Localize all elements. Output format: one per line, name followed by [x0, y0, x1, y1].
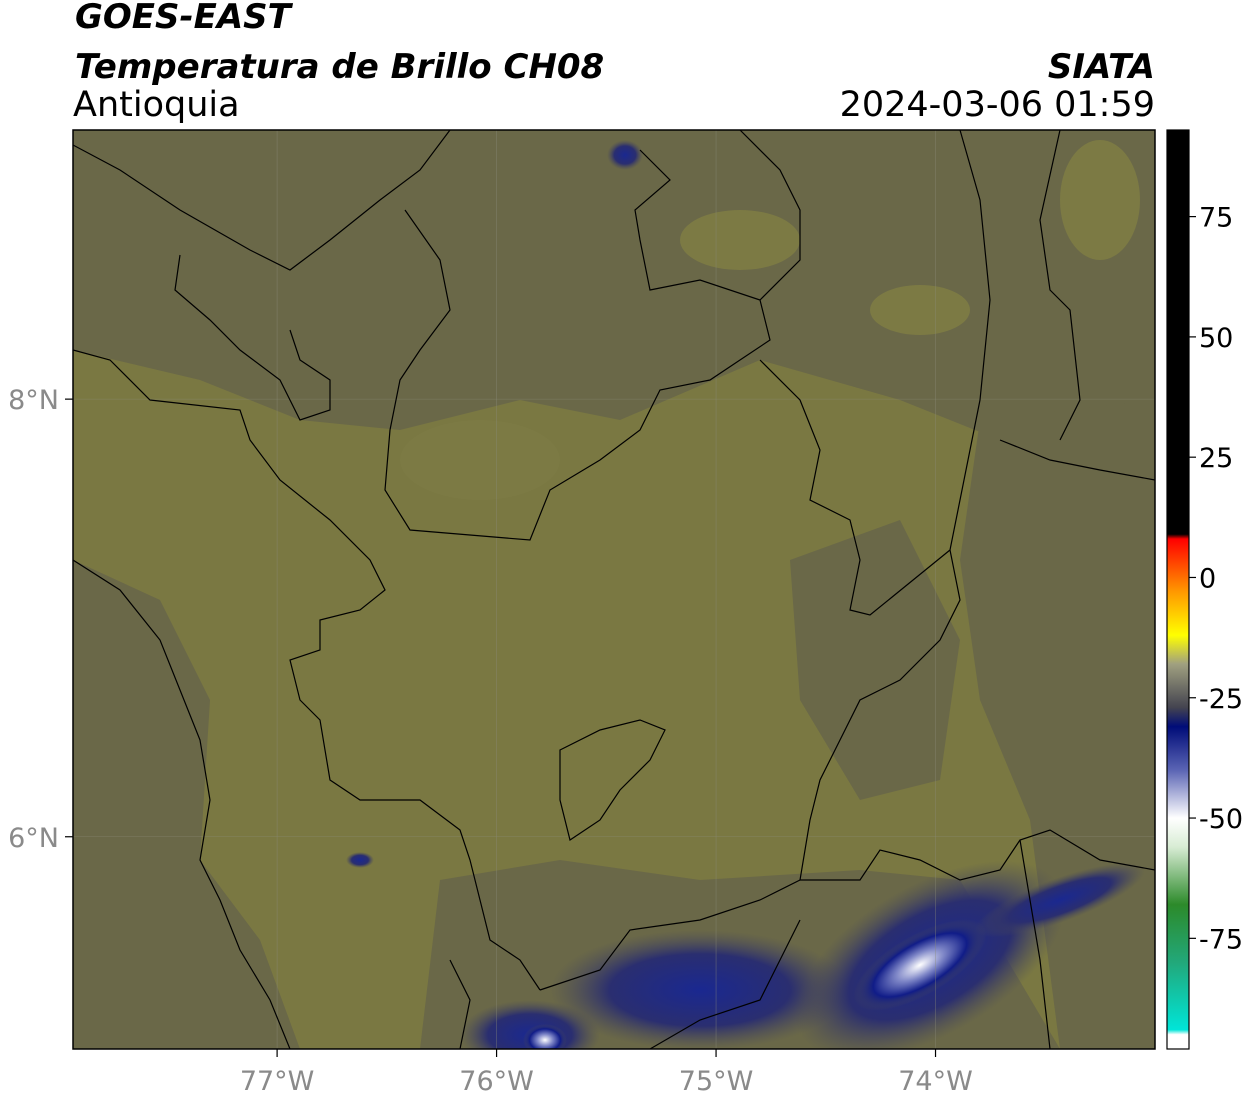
x-tick-label: 75°W	[679, 1066, 754, 1097]
title: GOES-EAST	[75, 0, 294, 37]
cool-patches	[400, 140, 1140, 500]
colorbar-tick-label: 25	[1199, 443, 1233, 474]
subtitle: Temperatura de Brillo CH08	[75, 47, 604, 87]
x-tick-label: 77°W	[240, 1066, 315, 1097]
cold-clouds	[346, 140, 1145, 1049]
x-tick-label: 74°W	[898, 1066, 973, 1097]
timestamp: 2024-03-06 01:59	[840, 85, 1155, 125]
colorbar-body	[1166, 129, 1190, 1050]
y-tick-label: 6°N	[8, 823, 59, 854]
colorbar-tick-label: -50	[1199, 804, 1243, 835]
grid	[73, 130, 1155, 1049]
source: SIATA	[1048, 47, 1155, 87]
colorbar-tick-label: 50	[1199, 323, 1233, 354]
colorbar-tick-label: 75	[1199, 203, 1233, 234]
x-tick-label: 76°W	[459, 1066, 534, 1097]
borders	[73, 130, 1155, 1049]
colorbar-tick-label: -25	[1199, 684, 1243, 715]
colorbar-tick-label: -75	[1199, 924, 1243, 955]
colorbar-tick-label: 0	[1199, 563, 1216, 594]
region: Antioquia	[73, 85, 240, 125]
colorbar: -75 -50 -25 0 25 50 75	[1166, 129, 1243, 1050]
axes: 77°W 76°W 75°W 74°W 6°N 8°N	[8, 385, 973, 1097]
y-tick-label: 8°N	[8, 385, 59, 416]
map-frame	[72, 129, 1156, 1050]
map-field	[73, 130, 1155, 1049]
